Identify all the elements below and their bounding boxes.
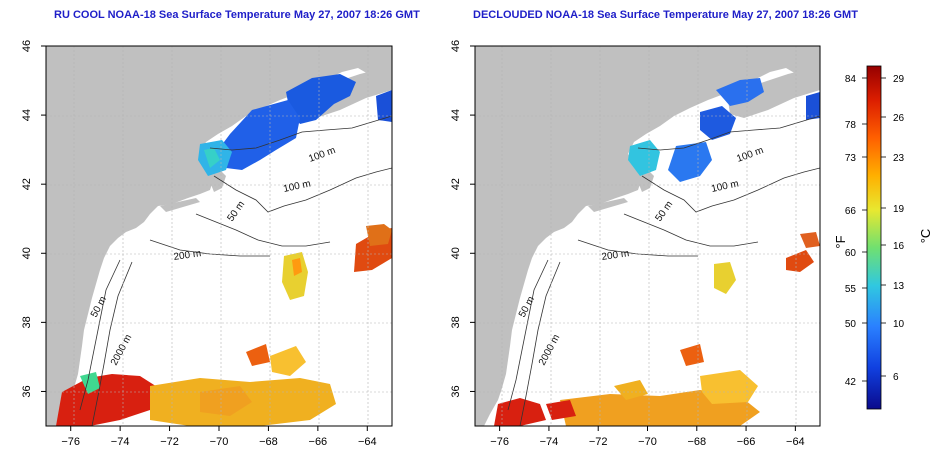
sst-patches [494,78,820,426]
x-tick-label: −64 [358,436,377,448]
right-panel-title: DECLOUDED NOAA-18 Sea Surface Temperatur… [473,9,858,21]
x-tick-label: −70 [638,436,657,448]
x-tick-label: −66 [309,436,328,448]
graticule [475,46,820,426]
fahrenheit-tick-label: 84 [845,74,857,85]
x-tick-label: −68 [259,436,278,448]
x-tick-label: −66 [737,436,756,448]
graticule [46,46,392,426]
y-tick-label: 44 [450,109,462,121]
fahrenheit-tick-label: 60 [845,248,857,259]
celsius-tick-label: 6 [893,372,899,383]
celsius-tick-label: 10 [893,319,905,330]
y-tick-label: 42 [21,178,33,190]
celsius-ticks: 29 26 23 19 16 13 10 6 [881,74,905,383]
x-tick-label: −72 [160,436,179,448]
y-tick-label: 36 [21,385,33,397]
contour-label: 200 m [601,248,630,263]
x-tick-label: −70 [210,436,229,448]
celsius-tick-label: 16 [893,241,905,252]
land-mass [46,46,392,426]
fahrenheit-tick-label: 66 [845,206,857,217]
y-tick-label: 44 [21,109,33,121]
fahrenheit-tick-label: 42 [845,377,857,388]
long-island [160,198,200,212]
celsius-tick-label: 29 [893,74,905,85]
nova-scotia [728,66,820,118]
y-tick-label: 36 [450,385,462,397]
fahrenheit-tick-label: 73 [845,153,857,164]
y-tick-label: 38 [450,316,462,328]
fahrenheit-ticks: 84 78 73 66 60 55 50 42 [845,74,867,388]
y-tick-label: 46 [450,40,462,52]
fahrenheit-tick-label: 50 [845,319,857,330]
x-tick-label: −68 [687,436,706,448]
colorbar: 84 78 73 66 60 55 50 42 29 26 23 19 16 13 10 6 °F °C [833,65,933,410]
bathymetry-contours [507,115,820,426]
x-tick-label: −74 [540,436,559,448]
celsius-tick-label: 23 [893,153,905,164]
x-tick-label: −74 [111,436,130,448]
axes-right: −76 −74 −72 −70 −68 −66 −64 36 38 40 42 44 46 [450,40,805,448]
y-tick-label: 40 [21,247,33,259]
x-tick-label: −76 [61,436,80,448]
x-tick-label: −76 [490,436,509,448]
axes-left: −76 −74 −72 −70 −68 −66 −64 36 38 40 42 44 46 [21,40,377,448]
y-tick-label: 38 [21,316,33,328]
long-island [588,198,628,212]
land-mass [475,46,820,426]
fahrenheit-tick-label: 55 [845,284,857,295]
left-map-panel: 100 m 100 m 50 m 200 m 50 m 2000 m −76 −7… [21,40,393,448]
left-panel-title: RU COOL NOAA-18 Sea Surface Temperature … [54,9,420,21]
x-tick-label: −64 [786,436,805,448]
x-tick-label: −72 [589,436,608,448]
celsius-tick-label: 13 [893,281,905,292]
contour-label: 200 m [173,248,202,263]
y-tick-label: 40 [450,247,462,259]
celsius-tick-label: 26 [893,113,905,124]
colorbar-scale [866,65,882,410]
celsius-tick-label: 19 [893,204,905,215]
fahrenheit-unit-label: °F [833,235,848,248]
y-tick-label: 46 [21,40,33,52]
celsius-unit-label: °C [918,229,933,244]
right-map-panel: 100 m 100 m 50 m 200 m 50 m 2000 m −76 −7… [450,40,821,448]
y-tick-label: 42 [450,178,462,190]
fahrenheit-tick-label: 78 [845,120,857,131]
